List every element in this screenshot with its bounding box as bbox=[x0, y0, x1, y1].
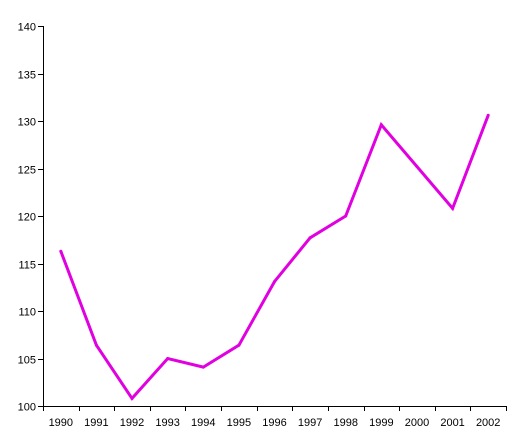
data-point bbox=[59, 249, 63, 253]
y-tick-label: 100 bbox=[18, 402, 36, 414]
x-tick-label: 1996 bbox=[262, 417, 286, 429]
x-tick-label: 1999 bbox=[369, 417, 393, 429]
data-point bbox=[201, 365, 205, 369]
x-tick-label: 1992 bbox=[120, 417, 144, 429]
y-tick-label: 120 bbox=[18, 212, 36, 224]
data-point bbox=[273, 280, 276, 284]
y-tick-label: 130 bbox=[18, 117, 36, 129]
data-point bbox=[237, 343, 241, 347]
y-tick-label: 110 bbox=[18, 307, 36, 319]
x-tick-label: 2000 bbox=[405, 417, 429, 429]
y-tick-label: 115 bbox=[18, 260, 36, 272]
data-point bbox=[451, 206, 455, 210]
y-tick-label: 105 bbox=[18, 355, 36, 367]
data-point bbox=[415, 165, 419, 169]
data-point bbox=[308, 236, 312, 240]
series-line-0 bbox=[59, 114, 490, 401]
y-tick-label: 135 bbox=[18, 70, 36, 82]
x-tick-label: 1997 bbox=[298, 417, 322, 429]
data-point bbox=[486, 113, 490, 117]
data-point bbox=[344, 214, 348, 218]
y-tick-label: 140 bbox=[18, 22, 36, 34]
x-tick-label: 1995 bbox=[227, 417, 251, 429]
data-point bbox=[379, 123, 383, 127]
data-point bbox=[166, 357, 170, 360]
x-tick-label: 2001 bbox=[440, 417, 464, 429]
x-axis: 1990 1991 1992 1993 1994 1995 1996 1997 1998 1999… bbox=[43, 406, 507, 429]
x-tick-label: 1998 bbox=[333, 417, 357, 429]
data-point bbox=[94, 343, 98, 347]
x-tick-label: 2002 bbox=[476, 417, 500, 429]
y-tick-label: 125 bbox=[18, 165, 36, 177]
x-tick-label: 1990 bbox=[49, 417, 73, 429]
x-tick-label: 1993 bbox=[155, 417, 179, 429]
data-point bbox=[130, 396, 134, 400]
x-tick-label: 1994 bbox=[191, 417, 215, 429]
y-axis: 100 105 110 115 120 125 130 135 140 bbox=[18, 22, 44, 414]
series-layer bbox=[59, 113, 490, 401]
x-tick-label: 1991 bbox=[84, 417, 108, 429]
